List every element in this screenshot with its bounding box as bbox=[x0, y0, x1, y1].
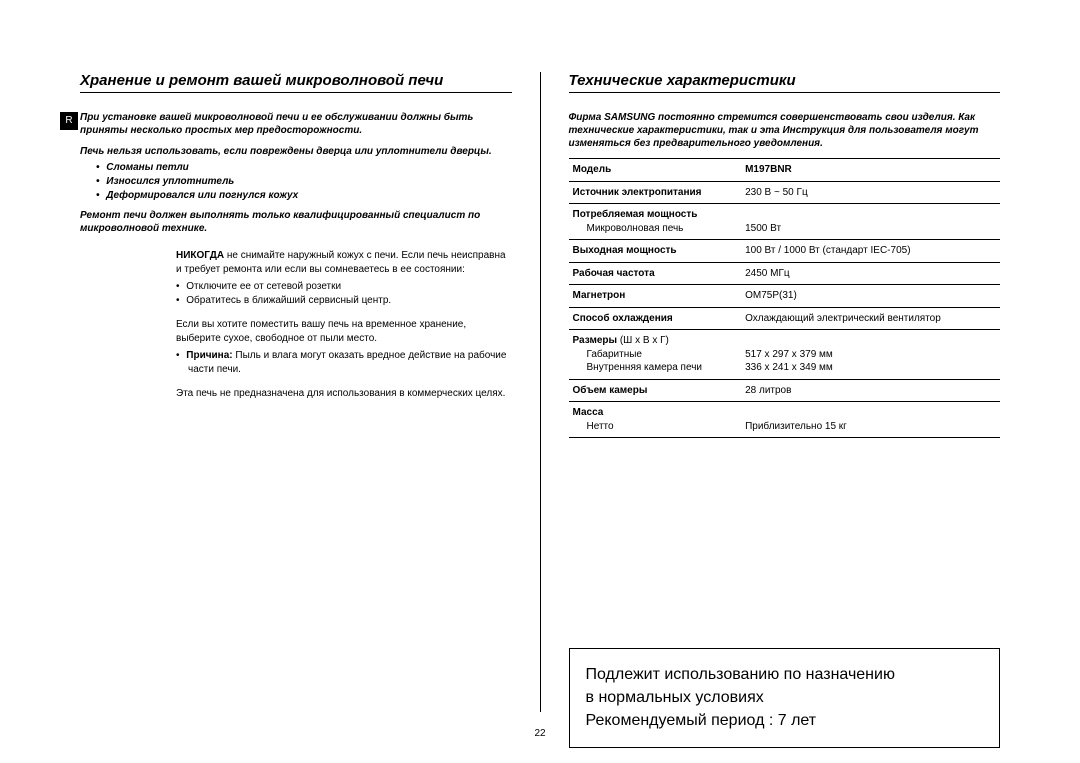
left-column: Хранение и ремонт вашей микроволновой пе… bbox=[80, 72, 512, 733]
never-bullets: Отключите ее от сетевой розетки Обратите… bbox=[176, 280, 512, 308]
spec-value: 28 литров bbox=[741, 379, 1000, 402]
notice-line: Подлежит использованию по назначению bbox=[586, 663, 984, 686]
bullet-item: Деформировался или погнулся кожух bbox=[108, 189, 512, 203]
spec-label: Источник электропитания bbox=[569, 181, 742, 204]
spec-label: Модель bbox=[569, 159, 742, 182]
never-block: НИКОГДА не снимайте наружный кожух с печ… bbox=[80, 249, 512, 401]
table-row: МассаНетто Приблизительно 15 кг bbox=[569, 402, 1001, 438]
spec-label: Потребляемая мощностьМикроволновая печь bbox=[569, 204, 742, 240]
r-badge: R bbox=[60, 112, 78, 130]
table-row: Выходная мощность100 Вт / 1000 Вт (станд… bbox=[569, 240, 1001, 263]
spec-value: Охлаждающий электрический вентилятор bbox=[741, 307, 1000, 330]
spec-value: 2450 МГц bbox=[741, 262, 1000, 285]
spec-value: 230 В ~ 50 Гц bbox=[741, 181, 1000, 204]
spec-label: Способ охлаждения bbox=[569, 307, 742, 330]
spec-label: Размеры (Ш x В x Г)ГабаритныеВнутренняя … bbox=[569, 330, 742, 380]
spec-value: 517 x 297 x 379 мм336 x 241 x 349 мм bbox=[741, 330, 1000, 380]
bullet-item: Причина: Пыль и влага могут оказать вред… bbox=[188, 349, 512, 377]
table-row: МагнетронOM75P(31) bbox=[569, 285, 1001, 308]
never-label: НИКОГДА bbox=[176, 250, 224, 261]
reason-label: Причина: bbox=[186, 350, 232, 361]
table-row: Потребляемая мощностьМикроволновая печь … bbox=[569, 204, 1001, 240]
right-title: Технические характеристики bbox=[569, 72, 1001, 93]
left-warn: Печь нельзя использовать, если поврежден… bbox=[80, 145, 512, 158]
bullet-item: Сломаны петли bbox=[108, 161, 512, 175]
spec-label: Объем камеры bbox=[569, 379, 742, 402]
spec-label: Рабочая частота bbox=[569, 262, 742, 285]
spec-label: Магнетрон bbox=[569, 285, 742, 308]
bullet-item: Отключите ее от сетевой розетки bbox=[188, 280, 512, 294]
spec-label: МассаНетто bbox=[569, 402, 742, 438]
spec-value: 1500 Вт bbox=[741, 204, 1000, 240]
table-row: Источник электропитания230 В ~ 50 Гц bbox=[569, 181, 1001, 204]
left-title: Хранение и ремонт вашей микроволновой пе… bbox=[80, 72, 512, 93]
table-row: Рабочая частота2450 МГц bbox=[569, 262, 1001, 285]
storage-text: Если вы хотите поместить вашу печь на вр… bbox=[176, 318, 512, 345]
left-repair: Ремонт печи должен выполнять только квал… bbox=[80, 209, 512, 235]
spec-label: Выходная мощность bbox=[569, 240, 742, 263]
right-column: Технические характеристики Фирма SAMSUNG… bbox=[569, 72, 1001, 733]
notice-line: в нормальных условиях bbox=[586, 686, 984, 709]
spec-value: OM75P(31) bbox=[741, 285, 1000, 308]
bullet-item: Обратитесь в ближайший сервисный центр. bbox=[188, 294, 512, 308]
table-row: Размеры (Ш x В x Г)ГабаритныеВнутренняя … bbox=[569, 330, 1001, 380]
left-intro: При установке вашей микроволновой печи и… bbox=[80, 111, 512, 137]
spec-value: M197BNR bbox=[741, 159, 1000, 182]
left-bullets: Сломаны петли Износился уплотнитель Дефо… bbox=[80, 161, 512, 203]
table-row: Объем камеры28 литров bbox=[569, 379, 1001, 402]
spec-table: МодельM197BNRИсточник электропитания230 … bbox=[569, 158, 1001, 438]
reason-bullets: Причина: Пыль и влага могут оказать вред… bbox=[176, 349, 512, 377]
table-row: Способ охлажденияОхлаждающий электрическ… bbox=[569, 307, 1001, 330]
page: R Хранение и ремонт вашей микроволновой … bbox=[0, 0, 1080, 763]
page-number: 22 bbox=[0, 728, 1080, 739]
spec-value: 100 Вт / 1000 Вт (стандарт IEC-705) bbox=[741, 240, 1000, 263]
table-row: МодельM197BNR bbox=[569, 159, 1001, 182]
spec-value: Приблизительно 15 кг bbox=[741, 402, 1000, 438]
never-text: не снимайте наружный кожух с печи. Если … bbox=[176, 250, 506, 275]
reason-text: Пыль и влага могут оказать вредное дейст… bbox=[188, 350, 506, 375]
bullet-item: Износился уплотнитель bbox=[108, 175, 512, 189]
commercial-text: Эта печь не предназначена для использова… bbox=[176, 387, 512, 401]
right-intro: Фирма SAMSUNG постоянно стремится соверш… bbox=[569, 111, 1001, 150]
column-divider bbox=[540, 72, 541, 712]
